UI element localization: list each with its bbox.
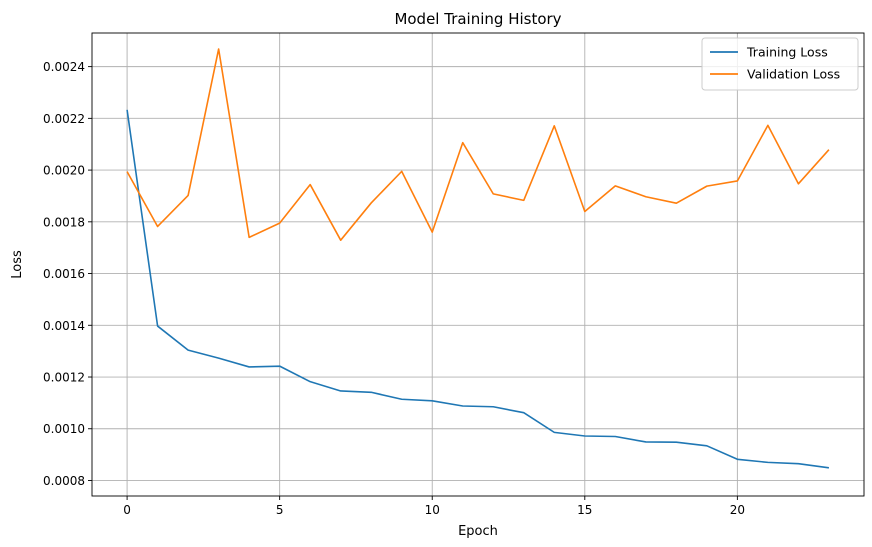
x-tick-label: 10 — [425, 503, 440, 517]
x-axis-label: Epoch — [458, 524, 498, 539]
legend-box — [701, 37, 859, 91]
y-tick-label: 0.0014 — [43, 319, 85, 333]
y-tick-label: 0.0022 — [43, 112, 85, 126]
y-tick-label: 0.0012 — [43, 371, 85, 385]
series-line-training-loss — [126, 109, 830, 469]
legend-label: Validation Loss — [747, 67, 840, 82]
y-tick-label: 0.0016 — [43, 267, 85, 281]
y-tick-label: 0.0024 — [43, 60, 85, 74]
chart-title: Model Training History — [394, 10, 561, 28]
x-tick-label: 0 — [123, 503, 131, 517]
plot-lines — [126, 48, 830, 469]
y-tick-label: 0.0018 — [43, 215, 85, 229]
x-tick-label: 15 — [577, 503, 592, 517]
y-axis-label: Loss — [10, 250, 25, 279]
legend-label: Training Loss — [746, 45, 828, 60]
y-tick-label: 0.0010 — [43, 422, 85, 436]
y-tick-label: 0.0020 — [43, 164, 85, 178]
x-axis-ticks: 0 5 10 15 20 — [123, 496, 745, 517]
x-tick-label: 5 — [276, 503, 284, 517]
legend: Training Loss Validation Loss — [701, 37, 859, 91]
series-line-validation-loss — [126, 48, 830, 241]
x-tick-label: 20 — [730, 503, 745, 517]
plot-frame — [91, 32, 865, 497]
y-axis-ticks: 0.0008 0.0010 0.0012 0.0014 0.0016 0.0018 0.00… — [43, 60, 92, 488]
y-tick-label: 0.0008 — [43, 474, 85, 488]
